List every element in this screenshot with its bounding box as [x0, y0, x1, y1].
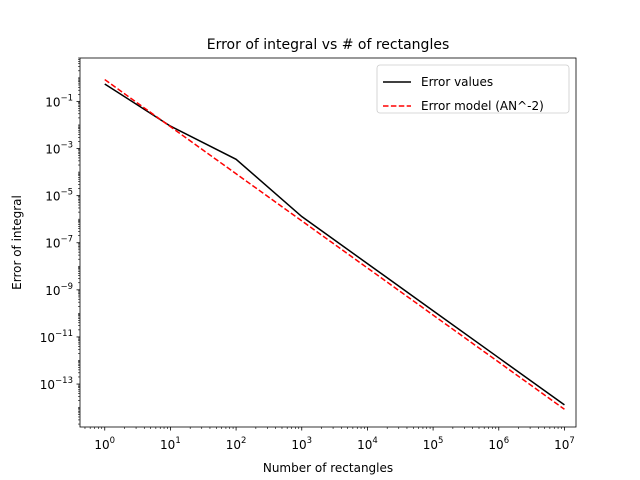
- x-tick-label: 103: [291, 436, 312, 452]
- x-axis-label: Number of rectangles: [263, 461, 393, 475]
- legend-label-2: Error model (AN^-2): [421, 99, 544, 113]
- series-line-1: [104, 83, 565, 406]
- y-tick-label: 10−3: [45, 141, 73, 157]
- y-tick-label: 10−13: [40, 376, 73, 392]
- x-tick-label: 105: [423, 436, 444, 452]
- x-tick-label: 106: [488, 436, 509, 452]
- x-tick-label: 107: [554, 436, 575, 452]
- legend-label-1: Error values: [421, 75, 493, 89]
- x-tick-label: 104: [357, 436, 378, 452]
- x-axis-ticks: 100 101 102 103 104 105 106 107: [84, 427, 575, 452]
- y-tick-label: 10−1: [45, 93, 73, 109]
- series-group: [104, 78, 565, 410]
- y-tick-label: 10−5: [45, 188, 73, 204]
- series-line-2: [104, 78, 565, 410]
- x-tick-label: 101: [160, 436, 181, 452]
- y-axis-label: Error of integral: [10, 195, 24, 290]
- chart-title: Error of integral vs # of rectangles: [207, 37, 449, 53]
- y-tick-label: 10−7: [45, 235, 73, 251]
- y-axis-ticks: 10−1 10−3 10−5 10−7 10−9 10−11 10−13: [40, 57, 80, 425]
- x-tick-label: 100: [94, 436, 115, 452]
- y-tick-label: 10−11: [40, 329, 73, 345]
- legend: Error values Error model (AN^-2): [376, 64, 570, 114]
- legend-frame: [376, 64, 570, 114]
- y-tick-label: 10−9: [45, 282, 73, 298]
- x-tick-label: 102: [226, 436, 247, 452]
